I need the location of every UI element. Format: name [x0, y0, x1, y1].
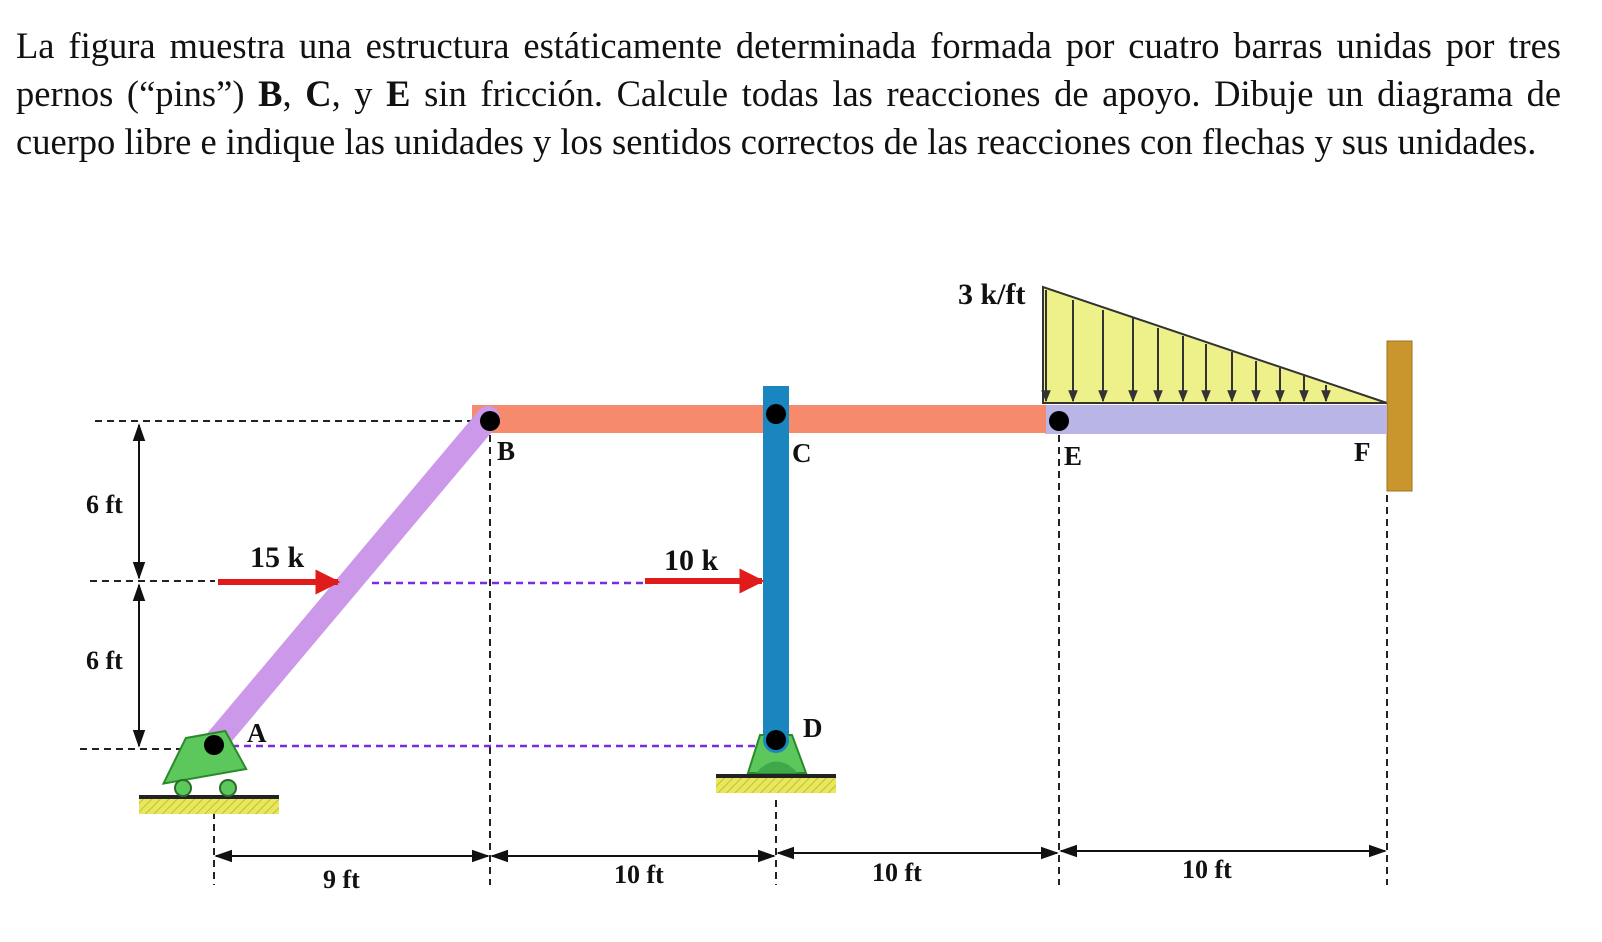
dim-h-ce: 10 ft	[872, 858, 922, 887]
label-c: C	[792, 438, 812, 468]
label-e: E	[1064, 441, 1082, 471]
pin-b	[480, 411, 500, 431]
problem-text-1: La figura muestra una estructura estátic…	[16, 25, 1561, 114]
beam-bce	[472, 405, 1046, 433]
pins	[204, 404, 1069, 755]
problem-sep-1: ,	[282, 73, 306, 114]
dim-v-lower: 6 ft	[86, 646, 123, 675]
roller-support-a	[139, 729, 279, 814]
problem-text-2: sin fricción. Calcule todas las reaccion…	[16, 73, 1562, 162]
labels: A B C D E F 15 k 10 k 3 k/ft 6 ft 6 ft 9…	[86, 278, 1371, 894]
point-loads	[218, 568, 765, 595]
pin-e-ref: E	[386, 73, 411, 114]
problem-statement: La figura muestra una estructura estátic…	[16, 22, 1561, 166]
distributed-load-label: 3 k/ft	[958, 278, 1026, 311]
dim-h-ab: 9 ft	[323, 865, 360, 894]
dim-h-ef: 10 ft	[1182, 855, 1232, 884]
ground-d	[716, 776, 836, 793]
purple-guides	[232, 581, 758, 748]
dim-h-bc: 10 ft	[614, 860, 664, 889]
pin-c-ref: C	[305, 73, 332, 114]
pin-c	[766, 404, 786, 424]
ground-a	[139, 797, 279, 814]
horizontal-dimensions	[214, 844, 1387, 863]
guide-lines	[80, 420, 1388, 885]
pin-d	[766, 730, 786, 750]
fixed-wall-f	[1386, 340, 1413, 492]
label-f: F	[1354, 437, 1371, 467]
column-cd	[763, 386, 789, 740]
load-10-label: 10 k	[664, 544, 719, 577]
dim-v-upper: 6 ft	[86, 490, 123, 519]
problem-sep-2: , y	[331, 73, 387, 114]
label-b: B	[497, 436, 515, 466]
pin-b-ref: B	[258, 73, 283, 114]
distributed-load	[1041, 285, 1388, 404]
beam-ef	[1045, 405, 1387, 434]
pin-a	[204, 735, 224, 755]
bar-ab	[201, 406, 500, 757]
pin-e	[1049, 411, 1069, 431]
load-15-label: 15 k	[250, 541, 305, 574]
label-d: D	[803, 713, 823, 743]
label-a: A	[247, 718, 267, 748]
distributed-load-area	[1042, 285, 1388, 404]
